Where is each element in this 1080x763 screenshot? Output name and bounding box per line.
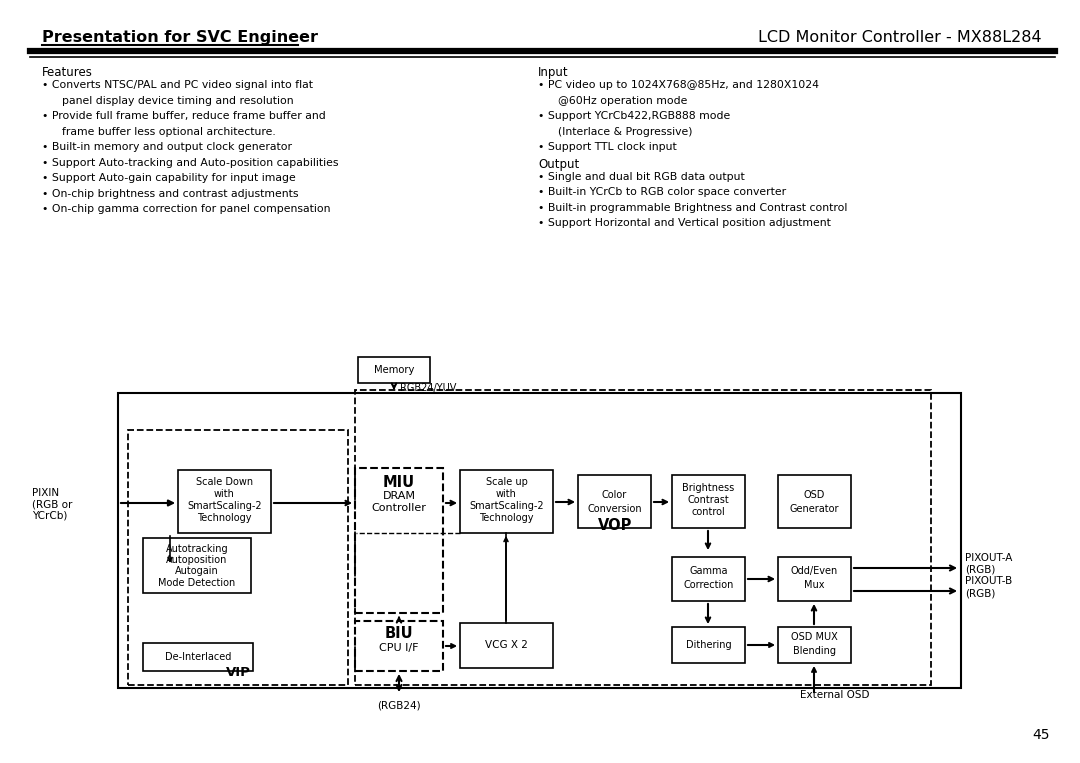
Text: • Support Horizontal and Vertical position adjustment: • Support Horizontal and Vertical positi… [538,218,831,228]
Text: BIU: BIU [384,626,414,642]
Text: Odd/Even: Odd/Even [791,566,838,576]
Text: Blending: Blending [793,646,836,656]
Bar [672,475,745,528]
Text: Autoposition: Autoposition [166,555,228,565]
Text: De-Interlaced: De-Interlaced [165,652,231,662]
Text: panel display device timing and resolution: panel display device timing and resoluti… [55,95,294,105]
Bar [460,623,553,668]
Text: @60Hz operation mode: @60Hz operation mode [551,95,687,105]
Text: • Built-in programmable Brightness and Contrast control: • Built-in programmable Brightness and C… [538,202,848,213]
Text: OSD: OSD [804,490,825,500]
Text: OSD MUX: OSD MUX [792,632,838,642]
Bar [129,430,348,685]
Text: (RGB): (RGB) [966,565,996,575]
Bar [672,557,745,601]
Bar [355,390,931,685]
Text: Brightness: Brightness [683,483,734,493]
Text: Contrast: Contrast [688,495,729,505]
Text: • Built-in YCrCb to RGB color space converter: • Built-in YCrCb to RGB color space conv… [538,187,786,197]
Text: (Interlace & Progressive): (Interlace & Progressive) [551,127,692,137]
Bar [118,393,961,688]
Bar [143,538,251,593]
Text: Mux: Mux [805,580,825,590]
Text: Gamma: Gamma [689,566,728,576]
Text: • PC video up to 1024X768@85Hz, and 1280X1024: • PC video up to 1024X768@85Hz, and 1280… [538,80,819,90]
Text: SmartScaling-2: SmartScaling-2 [187,501,261,511]
Text: Generator: Generator [789,504,839,513]
Text: Presentation for SVC Engineer: Presentation for SVC Engineer [42,30,318,44]
Text: RGB24/YUV: RGB24/YUV [400,383,457,393]
Text: • On-chip brightness and contrast adjustments: • On-chip brightness and contrast adjust… [42,188,298,198]
Text: Dithering: Dithering [686,640,731,650]
Text: SmartScaling-2: SmartScaling-2 [469,501,544,511]
Text: MIU: MIU [383,475,415,490]
Text: • Support YCrCb422,RGB888 mode: • Support YCrCb422,RGB888 mode [538,111,730,121]
Text: Controller: Controller [372,503,427,513]
Text: • Support Auto-tracking and Auto-position capabilities: • Support Auto-tracking and Auto-positio… [42,157,338,168]
Text: Technology: Technology [480,513,534,523]
Text: • Converts NTSC/PAL and PC video signal into flat: • Converts NTSC/PAL and PC video signal … [42,80,313,90]
Text: (RGB or: (RGB or [32,499,72,509]
Text: Technology: Technology [198,513,252,523]
Text: • On-chip gamma correction for panel compensation: • On-chip gamma correction for panel com… [42,204,330,214]
Text: DRAM: DRAM [382,491,416,501]
Text: (RGB24): (RGB24) [377,700,421,710]
Bar [778,475,851,528]
Text: Input: Input [538,66,569,79]
Text: (RGB): (RGB) [966,588,996,598]
Text: Memory: Memory [374,365,415,375]
Bar [460,470,553,533]
Text: control: control [691,507,726,517]
Text: Scale up: Scale up [486,477,527,487]
Text: Color: Color [602,490,627,500]
Text: External OSD: External OSD [800,690,869,700]
Bar [778,627,851,663]
Text: Features: Features [42,66,93,79]
Text: • Support Auto-gain capability for input image: • Support Auto-gain capability for input… [42,173,296,183]
Bar [355,468,443,613]
Text: • Support TTL clock input: • Support TTL clock input [538,142,677,152]
Text: YCrCb): YCrCb) [32,510,67,520]
Text: VOP: VOP [598,518,632,533]
Bar [357,357,430,383]
Text: VCG X 2: VCG X 2 [485,640,528,651]
Text: with: with [214,489,235,499]
Text: Output: Output [538,157,579,170]
Bar [355,621,443,671]
Text: PIXOUT-B: PIXOUT-B [966,576,1012,586]
Text: • Provide full frame buffer, reduce frame buffer and: • Provide full frame buffer, reduce fram… [42,111,326,121]
Bar [178,470,271,533]
Text: Conversion: Conversion [588,504,642,513]
Text: • Single and dual bit RGB data output: • Single and dual bit RGB data output [538,172,745,182]
Text: VIP: VIP [226,666,251,679]
Text: 45: 45 [1032,728,1050,742]
Text: • Built-in memory and output clock generator: • Built-in memory and output clock gener… [42,142,292,152]
Text: LCD Monitor Controller - MX88L284: LCD Monitor Controller - MX88L284 [758,30,1042,44]
Bar [143,643,253,671]
Text: frame buffer less optional architecture.: frame buffer less optional architecture. [55,127,275,137]
Text: Autotracking: Autotracking [165,544,228,554]
Text: with: with [496,489,517,499]
Bar [578,475,651,528]
Text: CPU I/F: CPU I/F [379,643,419,653]
Text: Correction: Correction [684,580,733,590]
Bar [672,627,745,663]
Text: PIXOUT-A: PIXOUT-A [966,553,1012,563]
Text: PIXIN: PIXIN [32,488,59,498]
Text: Scale Down: Scale Down [195,477,253,487]
Text: Mode Detection: Mode Detection [159,578,235,588]
Bar [778,557,851,601]
Text: Autogain: Autogain [175,566,219,576]
